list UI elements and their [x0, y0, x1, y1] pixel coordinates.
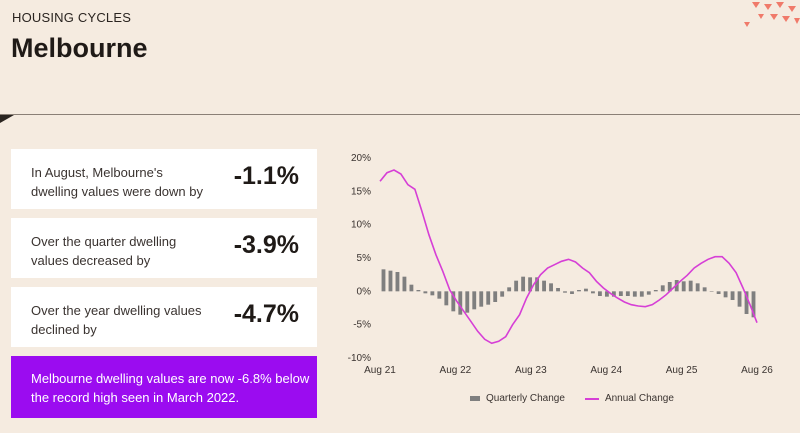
quarterly-bar	[451, 291, 456, 312]
x-tick-label: Aug 25	[666, 365, 698, 376]
quarterly-bar	[444, 291, 449, 306]
stat-card-annual: Over the year dwelling values declined b…	[11, 287, 317, 347]
quarterly-bar	[486, 291, 491, 305]
quarterly-bar	[479, 291, 484, 307]
quarterly-bar	[604, 291, 609, 297]
quarterly-bar	[597, 291, 602, 296]
quarterly-bar	[542, 280, 546, 292]
legend-label-annual: Annual Change	[604, 393, 674, 404]
stat-card-quarterly: Over the quarter dwelling values decreas…	[11, 218, 317, 278]
header-divider	[0, 114, 800, 115]
x-tick-label: Aug 24	[590, 365, 622, 376]
quarterly-bar	[430, 291, 435, 296]
quarterly-bar	[688, 280, 693, 292]
y-tick-label: 5%	[357, 253, 372, 264]
quarterly-bar	[660, 285, 665, 292]
quarterly-bar	[695, 283, 700, 292]
y-tick-label: -10%	[348, 353, 371, 364]
x-tick-label: Aug 21	[364, 365, 396, 376]
quarterly-bar	[681, 281, 686, 292]
quarterly-bar	[521, 276, 526, 292]
x-tick-label: Aug 23	[515, 365, 547, 376]
quarterly-bar	[409, 284, 414, 292]
stat-card-description: Over the quarter dwelling values decreas…	[31, 234, 177, 268]
stat-card-value: -4.7%	[233, 300, 299, 328]
y-tick-label: 0%	[357, 286, 372, 297]
divider-corner	[0, 115, 14, 123]
quarterly-bar	[709, 291, 714, 292]
record-high-callout: Melbourne dwelling values are now -6.8% …	[11, 356, 317, 418]
annual-change-line	[379, 169, 758, 345]
quarterly-bar	[402, 276, 407, 292]
quarterly-bar	[618, 291, 623, 296]
quarterly-bar	[653, 290, 658, 292]
stat-card-description: Over the year dwelling values declined b…	[31, 303, 202, 337]
page-title: Melbourne	[11, 33, 148, 63]
quarterly-bar	[388, 270, 393, 292]
eyebrow: HOUSING CYCLES	[12, 10, 132, 25]
quarterly-bar	[737, 291, 742, 307]
stat-card-monthly: In August, Melbourne's dwelling values w…	[11, 149, 317, 209]
stat-card-value: -1.1%	[233, 162, 299, 190]
quarterly-bar	[514, 280, 519, 292]
x-tick-label: Aug 26	[741, 365, 773, 376]
quarterly-bar	[423, 291, 428, 294]
quarterly-bar	[730, 291, 735, 300]
quarterly-bar	[584, 288, 588, 292]
y-tick-label: 10%	[351, 220, 371, 231]
quarterly-bar	[611, 291, 616, 297]
quarterly-bar	[535, 277, 540, 292]
quarterly-swatch	[470, 396, 480, 401]
legend-label-quarterly: Quarterly Change	[486, 393, 565, 404]
quarterly-bar	[723, 291, 728, 298]
quarterly-bar	[744, 291, 749, 314]
quarterly-bar	[667, 282, 672, 292]
quarterly-bar	[702, 287, 707, 292]
quarterly-bar	[639, 291, 644, 297]
quarterly-bar	[416, 290, 421, 292]
quarterly-bar	[500, 291, 505, 297]
x-tick-label: Aug 22	[440, 365, 472, 376]
quarterly-bar	[395, 272, 400, 292]
quarterly-bar	[632, 291, 637, 297]
quarterly-bar	[646, 291, 651, 295]
triangle-pattern-icon	[744, 2, 800, 27]
quarterly-bar	[472, 291, 477, 310]
quarterly-bar	[458, 291, 463, 315]
quarterly-bar	[381, 269, 386, 292]
quarterly-bar	[577, 290, 581, 292]
quarterly-bar	[625, 291, 630, 296]
y-tick-label: 20%	[351, 153, 371, 164]
chart-legend: Quarterly Change Annual Change	[470, 393, 674, 404]
quarterly-bar	[570, 291, 574, 294]
stat-card-value: -3.9%	[233, 231, 299, 259]
quarterly-bar	[549, 283, 553, 292]
housing-cycle-chart: 20% 15% 10% 5% 0% -5% -10% Aug 21 Aug 22 Aug 23 A…	[348, 153, 774, 376]
quarterly-bar	[437, 291, 442, 299]
quarterly-bar	[591, 291, 595, 294]
stat-card-description: In August, Melbourne's dwelling values w…	[31, 165, 203, 199]
y-tick-label: 15%	[351, 186, 371, 197]
quarterly-bar	[563, 291, 567, 293]
annual-swatch	[584, 397, 599, 400]
quarterly-bar	[716, 291, 721, 294]
quarterly-bar	[751, 291, 756, 318]
quarterly-bar	[507, 287, 512, 292]
quarterly-bar	[465, 291, 470, 313]
quarterly-bar	[493, 291, 498, 302]
quarterly-bar	[556, 288, 560, 292]
quarterly-bar	[528, 277, 533, 292]
callout-text: Melbourne dwelling values are now -6.8% …	[31, 371, 310, 405]
y-tick-label: -5%	[353, 320, 371, 331]
